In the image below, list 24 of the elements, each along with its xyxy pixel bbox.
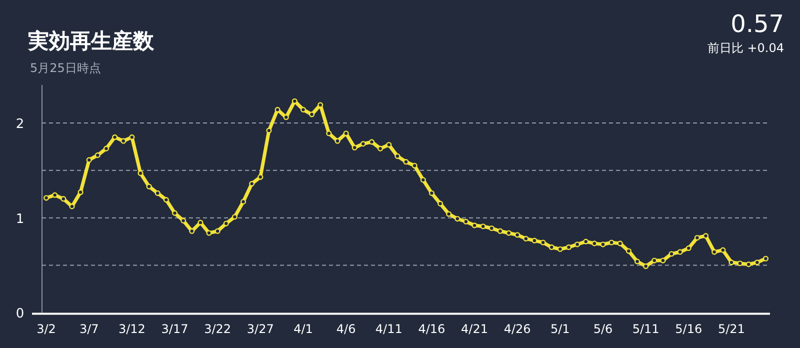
text: 前日比 +0.04 — [707, 41, 784, 55]
x-tick-label: 5/21 — [718, 322, 745, 336]
x-tick-label: 4/6 — [336, 322, 356, 336]
text: 0.57 — [730, 10, 784, 38]
y-tick-label: 1 — [16, 212, 24, 227]
x-tick-label: 5/1 — [550, 322, 570, 336]
y-tick-label: 2 — [16, 116, 24, 132]
x-tick-label: 4/1 — [294, 322, 313, 336]
x-tick-label: 5/16 — [675, 322, 702, 336]
x-tick-label: 3/7 — [79, 322, 99, 336]
x-tick-label: 5/6 — [593, 322, 613, 336]
x-tick-label: 3/22 — [204, 322, 232, 336]
x-tick-label: 3/27 — [246, 322, 274, 336]
x-tick-label: 4/26 — [504, 322, 531, 336]
x-tick-label: 3/12 — [118, 322, 146, 336]
y-tick-label: 0 — [16, 306, 24, 322]
chart-title: 実効再生産数 — [27, 29, 155, 53]
x-tick-label: 4/16 — [418, 322, 446, 336]
x-tick-label: 3/17 — [161, 322, 188, 336]
x-tick-label: 5/11 — [632, 322, 660, 336]
x-tick-label: 3/2 — [36, 322, 56, 336]
x-tick-label: 4/21 — [461, 322, 488, 336]
x-tick-label: 4/11 — [375, 322, 402, 336]
chart-subtitle: 5月25日時点 — [30, 61, 101, 75]
